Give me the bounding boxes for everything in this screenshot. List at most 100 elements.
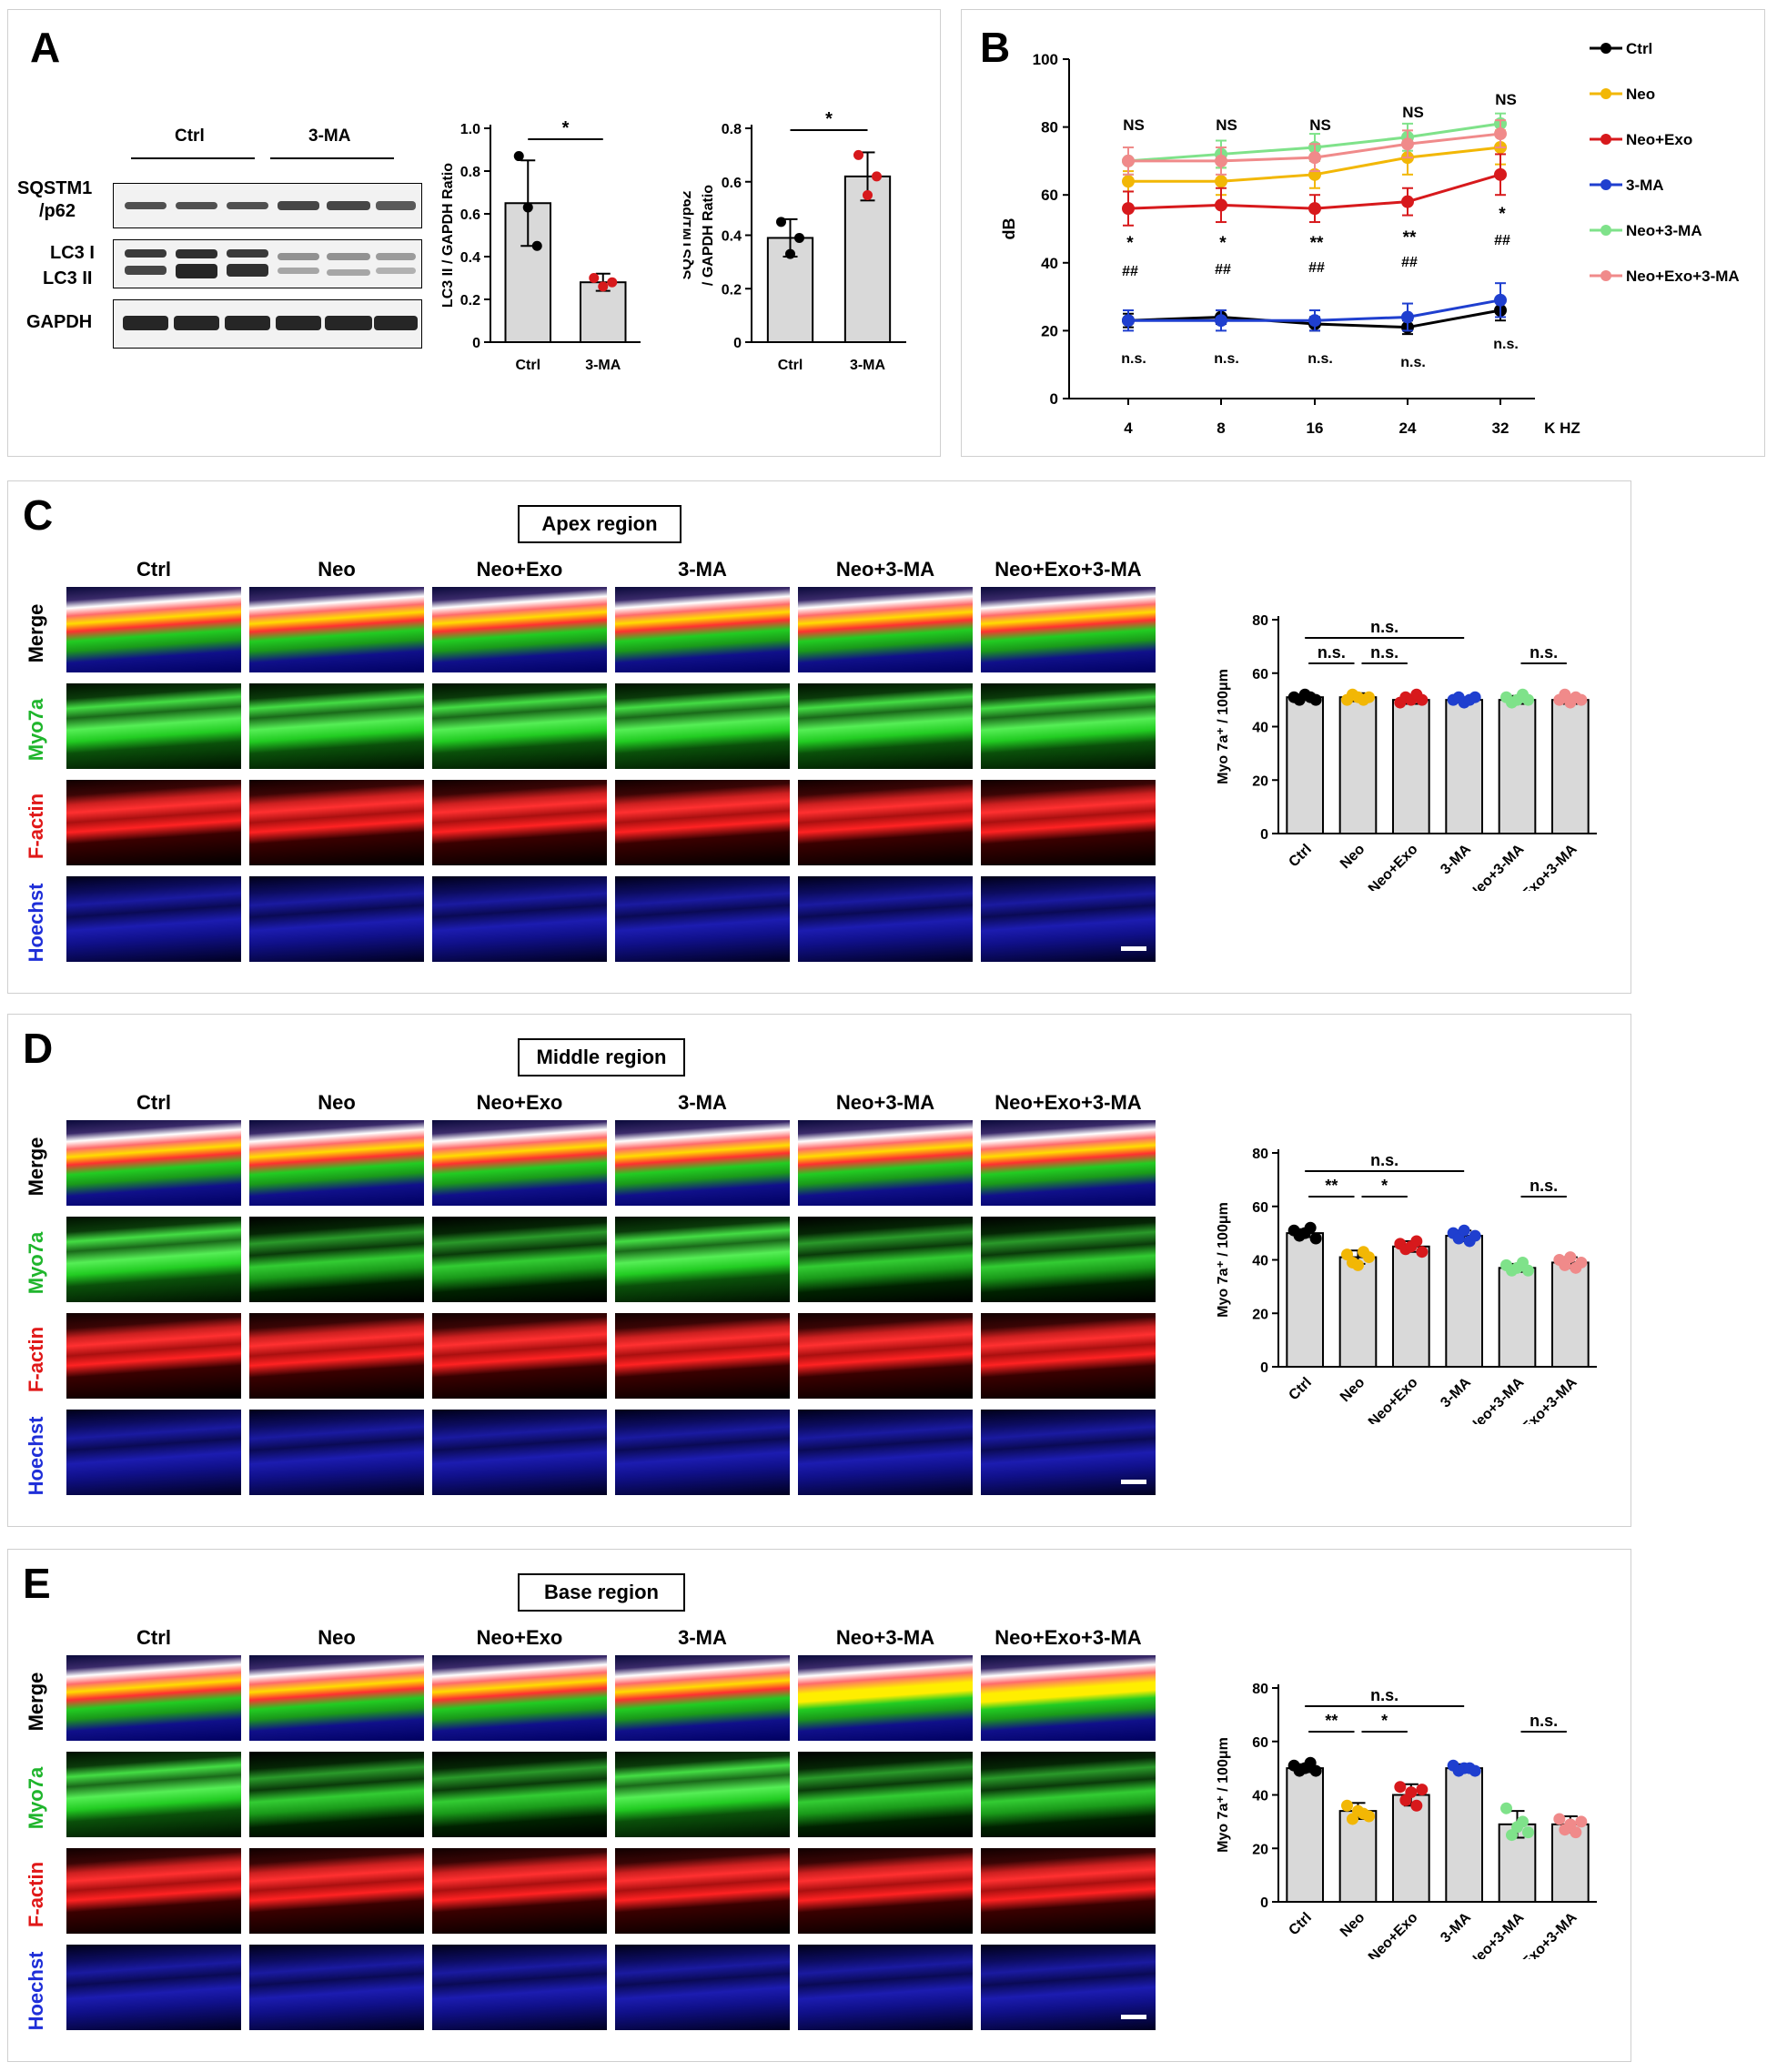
bar [1445,699,1484,834]
annotation-ns: NS [1216,116,1237,134]
panel-label-e: E [23,1560,51,1607]
x-tick-label: Neo+3-MA [1466,841,1528,891]
annotation-star: * [1126,234,1134,253]
micrograph [798,1848,973,1934]
y-tick-label: 0 [1260,827,1268,843]
panel-label-c: C [23,491,54,539]
y-tick-label: 20 [1041,322,1058,339]
data-point [1570,1826,1582,1839]
annotation-ns: NS [1402,104,1424,121]
data-point [1308,202,1321,216]
bar [766,237,814,343]
data-point [1522,693,1534,706]
row-label: Myo7a [25,1766,47,1830]
micrograph [249,1120,424,1206]
x-tick-label: Ctrl [515,358,540,373]
micrograph [432,1410,607,1495]
micrograph [615,1848,790,1934]
column-label: Ctrl [136,1091,171,1114]
significance-label: * [1381,1712,1388,1730]
blot-label-lc3i: LC3 I [50,243,95,263]
micrograph [249,876,424,962]
data-point [1494,293,1507,307]
micrograph [249,587,424,672]
data-point [1401,195,1414,208]
column-label: Neo [318,1091,356,1114]
micrograph [66,1848,241,1934]
micrograph [615,1945,790,2030]
data-point [1363,691,1375,703]
bar [843,175,892,343]
annotation-ns-low: n.s. [1400,355,1426,370]
annotation-hash: ## [1401,255,1418,270]
data-point [1401,310,1414,324]
bar [1445,1235,1484,1368]
micrograph [249,1945,424,2030]
micrograph [981,1410,1156,1495]
significance-label: n.s. [1370,1151,1398,1169]
significance-label: n.s. [1370,618,1398,636]
bar [1338,1810,1378,1903]
data-point [1517,1815,1529,1828]
data-point [1522,1826,1534,1839]
annotation-hash: ## [1215,262,1231,278]
significance-label: * [562,118,570,138]
data-point [1347,1813,1358,1825]
significance-label: n.s. [1318,643,1346,662]
y-tick-label: 20 [1252,773,1268,789]
data-point [872,171,882,182]
micrograph [249,683,424,769]
data-point [785,248,795,259]
micrograph [981,1945,1156,2030]
micrograph [798,1217,973,1302]
data-point [522,202,533,213]
scale-bar [1121,1480,1146,1484]
data-point [1506,1829,1518,1842]
data-point [1575,1815,1588,1828]
row-label: Hoechst [25,1951,47,2031]
column-label: Ctrl [136,1626,171,1649]
micrograph [66,587,241,672]
blot-gapdh [113,299,422,349]
data-point [1559,1258,1571,1271]
data-point [1394,1781,1407,1794]
scale-bar [1121,946,1146,951]
micrograph [798,587,973,672]
data-point [1416,693,1429,706]
y-tick-label: 40 [1252,1254,1268,1269]
data-point [1308,151,1321,165]
legend-marker [1600,134,1611,145]
micrograph [432,1848,607,1934]
data-point [1215,175,1227,188]
micrograph [66,1120,241,1206]
significance-label: ** [1325,1177,1338,1195]
data-point [1309,1232,1322,1245]
data-point [1122,154,1135,167]
micrograph [432,1655,607,1741]
y-tick-label: 40 [1252,721,1268,736]
column-label: Neo [318,1626,356,1649]
micrograph [981,1848,1156,1934]
micrograph [615,683,790,769]
micrograph [66,780,241,865]
data-point [1363,1810,1375,1823]
blot-group-line-3ma [270,157,394,159]
row-label: F-actin [25,1861,47,1928]
micrograph [249,1655,424,1741]
significance-label: * [1381,1177,1388,1195]
y-tick-label: 80 [1041,119,1058,136]
bar [1286,1767,1325,1903]
y-tick-label: 0.6 [722,176,742,191]
micrograph [66,876,241,962]
annotation-ns-low: n.s. [1121,351,1146,367]
micrograph [798,683,973,769]
bar [1551,1823,1590,1903]
bar [1392,1794,1430,1903]
x-tick-label: Neo+Exo [1366,1375,1421,1424]
blot-label-p62-1: SQSTM1 [17,178,93,198]
micrograph [249,1848,424,1934]
column-label: Neo [318,558,356,581]
legend-label: Neo [1626,86,1655,103]
